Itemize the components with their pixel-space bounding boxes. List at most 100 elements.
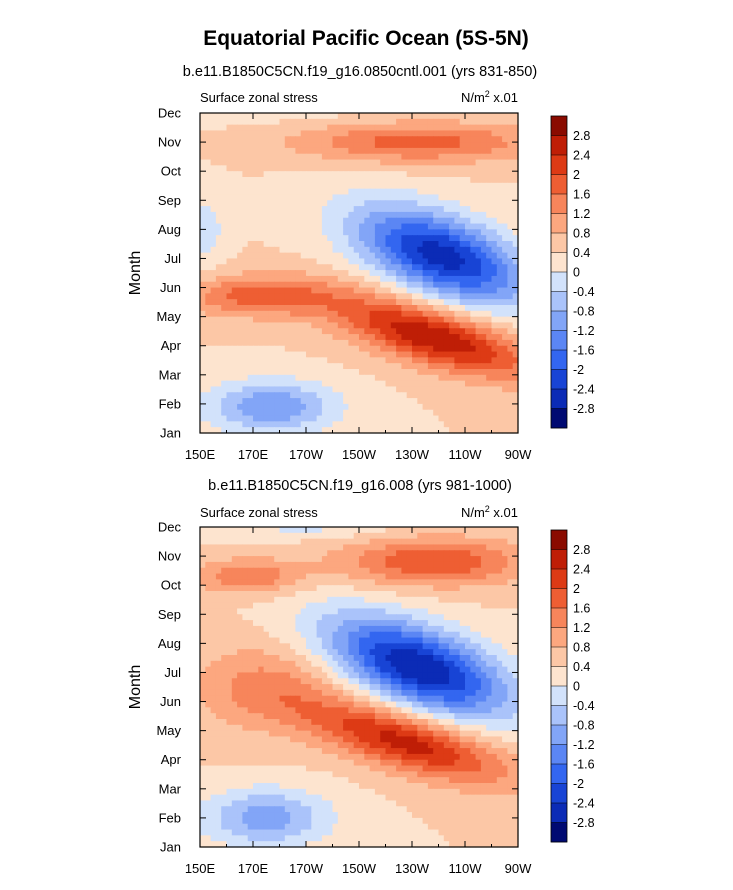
heatmap-cell xyxy=(263,374,270,382)
heatmap-cell xyxy=(258,567,265,575)
heatmap-cell xyxy=(470,567,477,575)
heatmap-cell xyxy=(385,357,392,364)
heatmap-cell xyxy=(496,206,503,213)
heatmap-cell xyxy=(316,666,323,674)
heatmap-cell xyxy=(274,527,281,534)
heatmap-cell xyxy=(374,153,381,161)
heatmap-cell xyxy=(226,602,233,610)
heatmap-cell xyxy=(332,637,339,644)
heatmap-cell xyxy=(486,666,493,674)
heatmap-cell xyxy=(401,206,408,213)
heatmap-cell xyxy=(284,182,291,190)
heatmap-cell xyxy=(459,200,466,207)
heatmap-cell xyxy=(332,235,339,242)
heatmap-cell xyxy=(443,345,450,353)
heatmap-cell xyxy=(274,631,281,639)
heatmap-cell xyxy=(205,124,212,132)
heatmap-cell xyxy=(327,264,334,271)
heatmap-cell xyxy=(385,421,392,428)
heatmap-cell xyxy=(491,672,498,679)
heatmap-cell xyxy=(364,614,371,621)
heatmap-cell xyxy=(348,200,355,207)
heatmap-cell xyxy=(321,625,328,633)
heatmap-cell xyxy=(369,421,376,428)
heatmap-cell xyxy=(374,678,381,685)
heatmap-cell xyxy=(221,620,228,627)
heatmap-cell xyxy=(247,678,254,685)
heatmap-cell xyxy=(237,602,243,610)
heatmap-cell xyxy=(496,246,503,254)
heatmap-cell xyxy=(465,374,471,382)
heatmap-cell xyxy=(242,211,249,219)
heatmap-cell xyxy=(237,655,243,662)
heatmap-cell xyxy=(406,579,413,586)
heatmap-cell xyxy=(396,649,402,656)
heatmap-cell xyxy=(242,363,249,370)
heatmap-cell xyxy=(359,136,365,143)
heatmap-cell xyxy=(427,334,434,341)
heatmap-cell xyxy=(300,403,307,411)
heatmap-cell xyxy=(353,369,360,376)
heatmap-cell xyxy=(205,188,212,196)
heatmap-cell xyxy=(226,392,233,399)
heatmap-cell xyxy=(221,660,228,668)
heatmap-cell xyxy=(480,194,487,201)
heatmap-cell xyxy=(316,159,323,166)
heatmap-cell xyxy=(507,567,514,575)
heatmap-cell xyxy=(258,643,265,650)
heatmap-cell xyxy=(231,403,238,411)
heatmap-cell xyxy=(311,305,318,312)
heatmap-cell xyxy=(343,165,349,172)
heatmap-cell xyxy=(396,159,402,166)
heatmap-cell xyxy=(491,118,498,126)
heatmap-cell xyxy=(205,339,212,347)
heatmap-cell xyxy=(200,182,206,190)
heatmap-cell xyxy=(327,217,334,225)
y-tick-label: Apr xyxy=(161,338,182,353)
heatmap-cell xyxy=(438,392,445,399)
heatmap-cell xyxy=(200,421,206,428)
heatmap-cell xyxy=(369,403,376,411)
heatmap-cell xyxy=(454,281,461,289)
heatmap-cell xyxy=(290,666,296,674)
heatmap-cell xyxy=(316,614,323,621)
heatmap-cell xyxy=(417,339,424,347)
heatmap-cell xyxy=(263,293,270,300)
heatmap-cell xyxy=(364,124,371,132)
heatmap-cell xyxy=(321,637,328,644)
heatmap-cell xyxy=(385,585,392,592)
heatmap-cell xyxy=(268,672,275,679)
heatmap-cell xyxy=(364,270,371,277)
heatmap-cell xyxy=(258,305,265,312)
heatmap-cell xyxy=(380,270,387,277)
heatmap-cell xyxy=(200,409,206,417)
heatmap-cell xyxy=(364,246,371,254)
heatmap-cell xyxy=(475,130,482,137)
heatmap-cell xyxy=(401,427,408,434)
heatmap-cell xyxy=(327,159,334,166)
heatmap-cell xyxy=(486,246,493,254)
heatmap-cell xyxy=(242,258,249,265)
heatmap-cell xyxy=(449,585,455,592)
heatmap-cell xyxy=(242,252,249,260)
heatmap-cell xyxy=(480,188,487,196)
heatmap-cell xyxy=(295,316,302,324)
heatmap-cell xyxy=(406,171,413,178)
heatmap-cell xyxy=(316,177,323,184)
heatmap-cell xyxy=(353,200,360,207)
heatmap-cell xyxy=(417,159,424,166)
heatmap-cell xyxy=(359,649,365,656)
heatmap-cell xyxy=(502,398,508,405)
heatmap-cell xyxy=(226,305,233,312)
heatmap-cell xyxy=(502,206,508,213)
heatmap-cell xyxy=(316,147,323,155)
heatmap-cell xyxy=(427,246,434,254)
heatmap-cell xyxy=(348,345,355,353)
heatmap-cell xyxy=(337,281,344,289)
heatmap-cell xyxy=(438,217,445,225)
heatmap-cell xyxy=(380,573,387,580)
heatmap-cell xyxy=(279,415,286,422)
heatmap-cell xyxy=(438,246,445,254)
heatmap-cell xyxy=(316,246,323,254)
heatmap-cell xyxy=(237,275,243,283)
